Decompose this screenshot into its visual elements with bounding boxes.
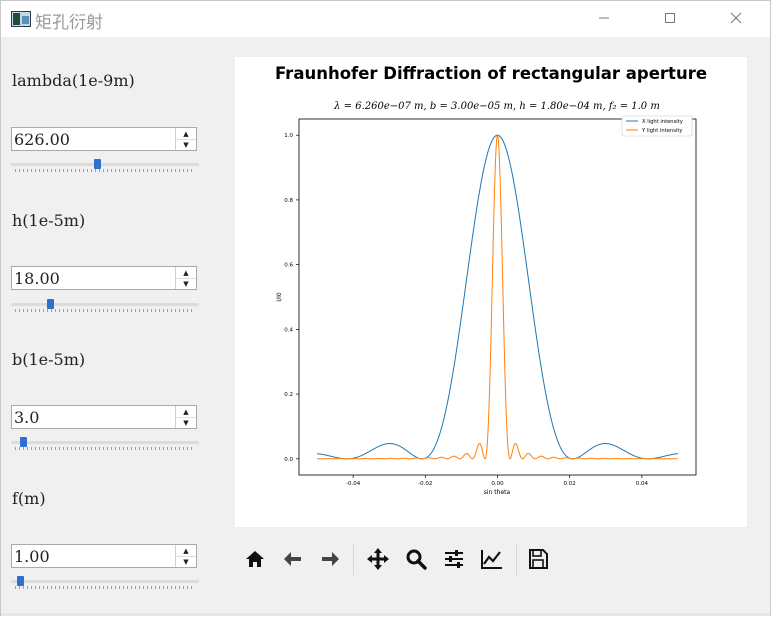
b-input[interactable] — [14, 407, 174, 427]
series-y-intensity-line — [317, 134, 678, 460]
slider-handle[interactable] — [46, 299, 54, 309]
lambda-label: lambda(1e-9m) — [12, 71, 135, 90]
parameter-panel: lambda(1e-9m) ▲ ▼ h(1e-5m) ▲ ▼ — [1, 37, 233, 615]
legend-label-y: Y light intensity — [641, 128, 682, 134]
diffraction-chart: Fraunhofer Diffraction of rectangular ap… — [275, 64, 707, 496]
y-tick-label: 0.0 — [284, 457, 293, 463]
f-label: f(m) — [12, 489, 46, 508]
series-x-intensity-line — [317, 134, 678, 460]
back-button[interactable] — [277, 543, 309, 575]
zoom-icon — [406, 549, 427, 570]
b-spinbox[interactable]: ▲ ▼ — [11, 405, 197, 429]
close-icon — [730, 12, 742, 24]
maximize-button[interactable] — [647, 1, 693, 35]
toolbar-separator — [353, 543, 354, 575]
chart-title: Fraunhofer Diffraction of rectangular ap… — [275, 64, 707, 83]
slider-groove — [11, 163, 199, 166]
slider-ticks — [15, 447, 195, 450]
legend: X light intensity Y light intensity — [621, 115, 693, 137]
slider-handle[interactable] — [20, 437, 28, 447]
b-slider[interactable] — [11, 437, 199, 451]
save-button[interactable] — [522, 543, 554, 575]
configure-subplots-icon — [445, 550, 463, 568]
x-axis-label: sin theta — [484, 489, 511, 496]
spin-up-icon[interactable]: ▲ — [176, 545, 196, 557]
toolbar-separator — [516, 543, 517, 575]
minimize-icon — [599, 17, 609, 19]
lambda-slider[interactable] — [11, 159, 199, 173]
status-bar — [1, 613, 770, 616]
title-bar: 矩孔衍射 — [1, 1, 770, 37]
legend-box — [621, 115, 693, 137]
y-tick-label: 0.6 — [284, 263, 293, 269]
legend-label-x: X light intensity — [642, 119, 683, 125]
window-title: 矩孔衍射 — [35, 13, 103, 33]
h-slider[interactable] — [11, 299, 199, 313]
pan-button[interactable] — [362, 543, 394, 575]
spin-up-icon[interactable]: ▲ — [176, 267, 196, 279]
y-tick-label: 0.4 — [284, 327, 293, 333]
pan-icon — [367, 548, 389, 570]
h-input[interactable] — [14, 268, 174, 288]
b-label: b(1e-5m) — [12, 350, 86, 369]
home-button[interactable] — [239, 543, 271, 575]
spin-down-icon[interactable]: ▼ — [183, 140, 189, 149]
zoom-button[interactable] — [400, 543, 432, 575]
y-tick-label: 1.0 — [284, 133, 293, 139]
configure-subplots-button[interactable] — [438, 543, 470, 575]
spin-down-icon[interactable]: ▼ — [183, 418, 189, 427]
spin-down-icon[interactable]: ▼ — [183, 557, 189, 566]
slider-groove — [11, 303, 199, 306]
f-input[interactable] — [14, 546, 174, 566]
maximize-icon — [665, 13, 675, 23]
x-tick-label: -0.04 — [346, 481, 361, 487]
y-axis-label: I/I0 — [276, 292, 283, 302]
h-spinbox[interactable]: ▲ ▼ — [11, 266, 197, 290]
spin-up-icon[interactable]: ▲ — [176, 128, 196, 140]
slider-ticks — [15, 169, 195, 172]
slider-handle[interactable] — [16, 576, 24, 586]
save-icon — [529, 549, 548, 569]
chart-subtitle: λ = 6.260e−07 m, b = 3.00e−05 m, h = 1.8… — [333, 101, 660, 112]
plot-frame — [298, 118, 697, 476]
app-icon — [11, 11, 31, 27]
plot-canvas: Fraunhofer Diffraction of rectangular ap… — [235, 57, 747, 527]
navigation-toolbar — [235, 537, 747, 581]
h-label: h(1e-5m) — [12, 211, 86, 230]
forward-button[interactable] — [314, 543, 346, 575]
home-icon — [246, 551, 264, 567]
x-tick-label: 0.02 — [564, 481, 576, 487]
spin-up-icon[interactable]: ▲ — [176, 406, 196, 418]
close-button[interactable] — [713, 1, 759, 35]
spin-down-icon[interactable]: ▼ — [183, 279, 189, 288]
slider-ticks — [15, 586, 195, 589]
edit-axis-icon — [481, 550, 502, 569]
f-spinbox[interactable]: ▲ ▼ — [11, 544, 197, 568]
x-tick-label: -0.02 — [418, 481, 432, 487]
minimize-button[interactable] — [581, 1, 627, 35]
slider-groove — [11, 580, 199, 583]
x-tick-label: 0.04 — [636, 481, 649, 487]
back-arrow-icon — [284, 552, 301, 566]
slider-handle[interactable] — [94, 159, 102, 169]
lambda-input[interactable] — [14, 129, 174, 149]
slider-ticks — [15, 309, 195, 312]
f-slider[interactable] — [11, 576, 199, 590]
x-tick-label: 0.00 — [491, 481, 504, 487]
forward-arrow-icon — [322, 552, 339, 566]
lambda-spinbox[interactable]: ▲ ▼ — [11, 127, 197, 151]
edit-axis-button[interactable] — [476, 543, 508, 575]
slider-groove — [11, 441, 199, 444]
y-tick-label: 0.8 — [284, 198, 293, 204]
y-tick-label: 0.2 — [284, 392, 293, 398]
